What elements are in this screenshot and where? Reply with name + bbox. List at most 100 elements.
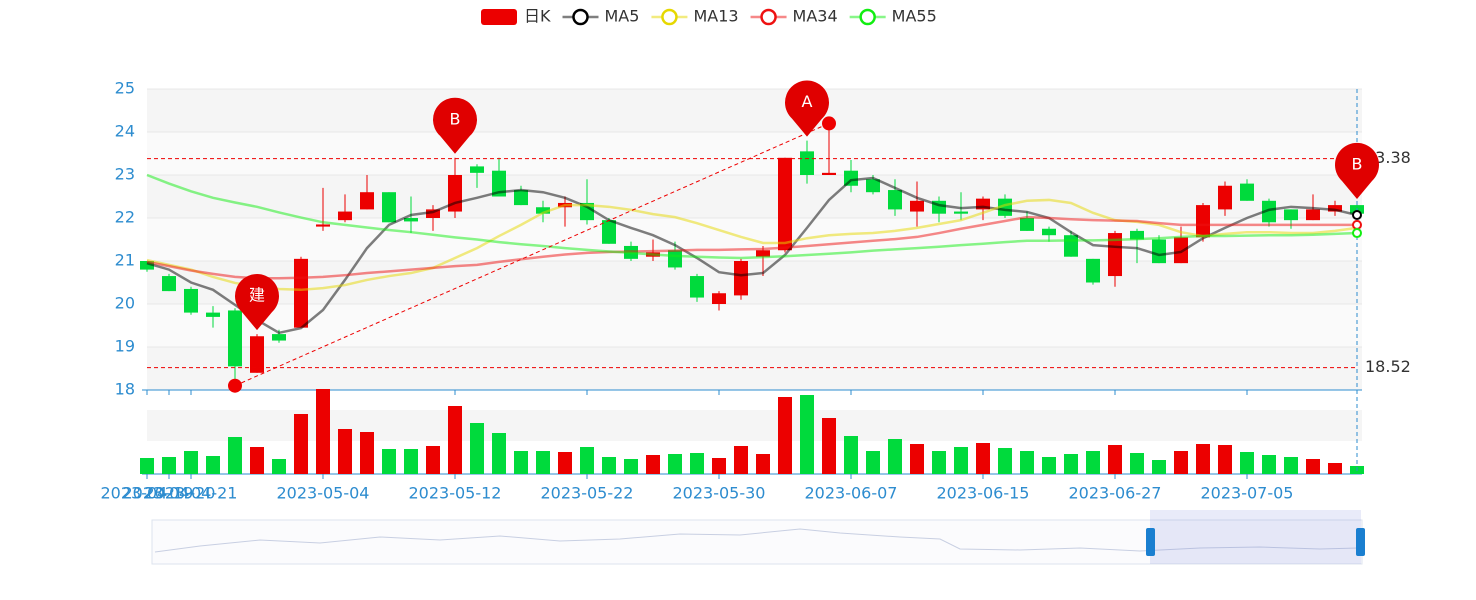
- split-area: [147, 261, 1362, 304]
- volume-bar: [866, 451, 880, 474]
- candle-body: [888, 190, 902, 210]
- x-tick-label: 2023-04-21: [145, 484, 238, 503]
- y-tick-label: 23: [115, 165, 135, 184]
- candle-body: [272, 334, 286, 341]
- volume-bar: [140, 458, 154, 474]
- volume-bar: [888, 439, 902, 474]
- volume-bar: [426, 446, 440, 474]
- candle-body: [1086, 258, 1100, 283]
- x-tick-label: 2023-07-05: [1201, 484, 1294, 503]
- volume-bar: [1064, 454, 1078, 474]
- volume-bar: [404, 449, 418, 474]
- y-tick-label: 25: [115, 79, 135, 98]
- marker-pin: A: [785, 80, 829, 137]
- candle-body: [338, 211, 352, 221]
- volume-bar: [998, 448, 1012, 474]
- ma-line: [146, 198, 1358, 292]
- legend-label: MA5: [605, 7, 640, 26]
- candle-body: [536, 207, 550, 214]
- volume-bar: [360, 432, 374, 474]
- volume-bar: [1130, 453, 1144, 474]
- legend-label: MA34: [793, 7, 838, 26]
- candle-body: [1328, 205, 1342, 212]
- zoom-track[interactable]: [151, 519, 1363, 565]
- data-zoom[interactable]: [151, 510, 1365, 565]
- split-area: [147, 347, 1362, 390]
- candle-body: [1284, 209, 1298, 221]
- candle-body: [1064, 235, 1078, 257]
- volume-bar: [316, 389, 330, 474]
- volume-bar: [1196, 444, 1210, 474]
- ma-point: [1352, 209, 1362, 220]
- volume-bar: [580, 447, 594, 474]
- legend-icon: [572, 8, 589, 26]
- candle-body: [470, 166, 484, 173]
- volume-bar: [910, 444, 924, 474]
- volume-bar: [756, 454, 770, 474]
- mark-line-label: 18.52: [1365, 357, 1411, 376]
- volume-bar: [294, 414, 308, 474]
- volume-bar: [492, 433, 506, 474]
- volume-bar: [1306, 459, 1320, 474]
- volume-bar: [800, 395, 814, 474]
- legend-icon: [481, 9, 517, 25]
- zoom-window[interactable]: [1150, 510, 1361, 564]
- legend-label: 日K: [524, 7, 551, 26]
- candle-body: [382, 192, 396, 223]
- zoom-handle[interactable]: [1146, 528, 1155, 556]
- pin-label: B: [1352, 154, 1363, 173]
- candle-body: [734, 261, 748, 296]
- legend-icon: [661, 8, 678, 26]
- candle-body: [954, 211, 968, 214]
- volume-bar: [536, 451, 550, 474]
- candle-body: [1196, 205, 1210, 238]
- candle-body: [668, 250, 682, 268]
- candle-body: [998, 198, 1012, 216]
- split-area: [147, 175, 1362, 218]
- candle-body: [580, 202, 594, 221]
- candle-body: [250, 336, 264, 373]
- zoom-handle[interactable]: [1356, 528, 1365, 556]
- y-tick-label: 21: [115, 251, 135, 270]
- y-tick-label: 22: [115, 208, 135, 227]
- split-area: [147, 304, 1362, 347]
- y-tick-label: 20: [115, 294, 135, 313]
- candle-body: [492, 170, 506, 197]
- legend-label: MA13: [693, 7, 738, 26]
- candle-body: [866, 179, 880, 193]
- volume-bar: [1020, 451, 1034, 474]
- legend-icon: [760, 8, 777, 26]
- pin-label: 建: [249, 286, 265, 305]
- candle-body: [1042, 228, 1056, 236]
- volume-bar: [690, 453, 704, 474]
- x-tick-label: 2023-06-15: [937, 484, 1030, 503]
- pin-shape: [433, 97, 477, 154]
- x-tick-label: 2023-05-30: [673, 484, 766, 503]
- candle-body: [206, 312, 220, 317]
- volume-bar: [206, 456, 220, 474]
- split-area: [147, 132, 1362, 175]
- legend-label: MA55: [892, 7, 937, 26]
- volume-bar: [602, 457, 616, 474]
- pin-shape: [785, 80, 829, 137]
- candle-body: [228, 310, 242, 367]
- candle-body: [800, 151, 814, 175]
- volume-bar: [646, 455, 660, 474]
- candle-body: [184, 288, 198, 313]
- candle-body: [778, 157, 792, 251]
- volume-bar: [162, 457, 176, 474]
- volume-bar: [1284, 457, 1298, 474]
- candle-body: [1262, 200, 1276, 223]
- volume-bar: [1262, 455, 1276, 474]
- y-tick-label: 18: [115, 380, 135, 399]
- volume-bar: [184, 451, 198, 474]
- x-tick-label: 2023-05-12: [409, 484, 502, 503]
- ma-point: [1352, 219, 1362, 230]
- candle-body: [1174, 237, 1188, 264]
- y-tick-label: 24: [115, 122, 135, 141]
- x-tick-label: 2023-06-27: [1069, 484, 1162, 503]
- marker-pin: 建: [235, 274, 279, 331]
- volume-bar: [514, 451, 528, 474]
- volume-bar: [954, 447, 968, 474]
